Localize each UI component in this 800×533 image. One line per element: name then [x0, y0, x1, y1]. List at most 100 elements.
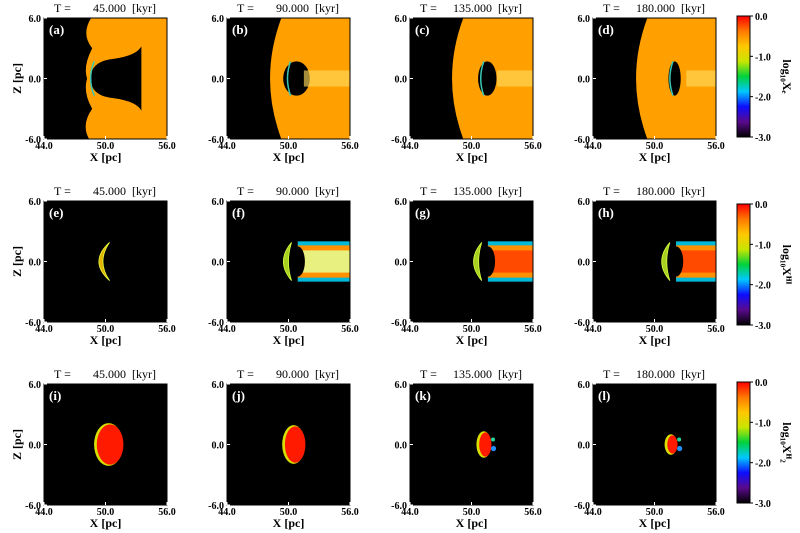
y-tick-label: -6.0	[574, 135, 590, 146]
x-axis-label: X [pc]	[639, 333, 671, 347]
hi-tail-core	[490, 250, 533, 273]
x-tick-label: 44.0	[584, 324, 602, 335]
neutral-globule	[668, 61, 681, 96]
time-unit: [kyr]	[498, 367, 522, 381]
hi-core-dark	[290, 246, 305, 277]
x-axis-label: X [pc]	[273, 150, 305, 164]
time-prefix: T =	[54, 184, 71, 198]
time-unit: [kyr]	[681, 1, 705, 15]
panel-c: T = 135.000 [kyr] (c) 44.0 50.0 56.0 6.0 0.0 -6.0…	[391, 1, 542, 164]
x-tick-label: 44.0	[584, 141, 602, 152]
x-tick-label: 44.0	[35, 507, 53, 518]
y-tick-label: 0.0	[212, 441, 225, 452]
x-tick-label: 56.0	[707, 507, 725, 518]
y-tick-label: 6.0	[29, 197, 42, 208]
time-prefix: T =	[603, 367, 620, 381]
tail-plume	[303, 70, 350, 87]
time-prefix: T =	[420, 367, 437, 381]
time-value: 90.000	[276, 1, 309, 15]
x-tick-label: 56.0	[341, 507, 359, 518]
y-tick-label: 6.0	[578, 380, 591, 391]
time-value: 135.000	[453, 367, 492, 381]
y-tick-label: 6.0	[29, 380, 42, 391]
colorbar-tick-label: -2.0	[755, 281, 771, 292]
colorbar-tick-label: 0.0	[755, 378, 768, 389]
y-tick-label: 6.0	[212, 197, 225, 208]
panel-k: T = 135.000 [kyr] (k) 44.0 50.0 56.0 6.0 0.0 -6.0…	[391, 367, 542, 530]
h2-fragment	[677, 445, 683, 452]
x-tick-label: 56.0	[524, 141, 542, 152]
colorbar	[736, 203, 751, 326]
time-prefix: T =	[54, 1, 71, 15]
panel-a: T = 45.000 [kyr] (a) 44.0 50.0 56.0 6.0 0.0 -6.0 X…	[10, 1, 176, 164]
y-tick-label: 6.0	[212, 380, 225, 391]
y-axis-label: Z [pc]	[10, 246, 24, 277]
hi-shell	[98, 242, 110, 281]
x-tick-label: 44.0	[35, 141, 53, 152]
time-value: 90.000	[276, 184, 309, 198]
time-unit: [kyr]	[498, 184, 522, 198]
y-axis-label: Z [pc]	[10, 63, 24, 94]
panel-label: (a)	[49, 22, 64, 37]
ionization-front	[479, 61, 485, 96]
x-tick-label: 44.0	[218, 324, 236, 335]
x-tick-label: 44.0	[401, 324, 419, 335]
time-unit: [kyr]	[132, 1, 156, 15]
x-tick-label: 50.0	[463, 141, 481, 152]
time-value: 45.000	[93, 367, 126, 381]
hi-shell	[282, 242, 292, 281]
panel-label: (k)	[415, 388, 431, 403]
time-value: 135.000	[453, 1, 492, 15]
y-tick-label: -6.0	[25, 135, 41, 146]
h2-globule	[284, 426, 306, 463]
colorbar-label: log₁₀Xᴴ₂	[780, 422, 794, 463]
y-tick-label: 0.0	[578, 258, 591, 269]
x-tick-label: 56.0	[524, 507, 542, 518]
y-tick-label: 0.0	[578, 441, 591, 452]
panel-h: T = 180.000 [kyr] (h) 44.0 50.0 56.0 6.0 0.0 -6.0…	[574, 184, 725, 347]
x-tick-label: 44.0	[584, 507, 602, 518]
time-value: 45.000	[93, 184, 126, 198]
h2-fragment	[677, 437, 682, 442]
panel-j: T = 90.000 [kyr] (j) 44.0 50.0 56.0 6.0 0.0 -6.0 X…	[208, 367, 359, 530]
time-prefix: T =	[603, 184, 620, 198]
hi-core-dark	[480, 246, 496, 277]
y-tick-label: 0.0	[395, 258, 408, 269]
hi-shell	[473, 242, 483, 281]
hi-core-dark	[668, 246, 684, 277]
colorbar-row-1: 0.0 -1.0 -2.0 -3.0 log₁₀Xᴴᴵ	[736, 200, 794, 332]
colorbar-tick-label: -2.0	[755, 459, 771, 470]
colorbar-tick-label: -1.0	[755, 418, 771, 429]
x-axis-label: X [pc]	[90, 333, 122, 347]
ionization-front	[89, 61, 95, 96]
hi-tail-core	[679, 250, 716, 273]
panel-label: (e)	[49, 205, 63, 220]
colorbar-tick-label: 0.0	[755, 200, 768, 211]
y-tick-label: -6.0	[208, 318, 224, 329]
x-tick-label: 50.0	[97, 324, 115, 335]
x-tick-label: 50.0	[280, 324, 298, 335]
time-unit: [kyr]	[315, 1, 339, 15]
x-tick-label: 56.0	[158, 507, 176, 518]
x-axis-label: X [pc]	[273, 516, 305, 530]
y-tick-label: 0.0	[212, 258, 225, 269]
x-tick-label: 44.0	[35, 324, 53, 335]
colorbar-row-2: 0.0 -1.0 -2.0 -3.0 log₁₀Xᴴ₂	[736, 378, 794, 510]
x-tick-label: 56.0	[707, 324, 725, 335]
x-axis-label: X [pc]	[639, 150, 671, 164]
panel-l: T = 180.000 [kyr] (l) 44.0 50.0 56.0 6.0 0.0 -6.0…	[574, 367, 725, 530]
time-unit: [kyr]	[315, 184, 339, 198]
y-tick-label: 6.0	[578, 14, 591, 25]
time-value: 180.000	[636, 367, 675, 381]
x-tick-label: 50.0	[646, 507, 664, 518]
y-tick-label: -6.0	[25, 318, 41, 329]
y-tick-label: 6.0	[395, 14, 408, 25]
colorbar-tick-label: -3.0	[755, 499, 771, 510]
panel-i: T = 45.000 [kyr] (i) 44.0 50.0 56.0 6.0 0.0 -6.0 X…	[10, 367, 176, 530]
y-tick-label: 6.0	[29, 14, 42, 25]
colorbar-tick-label: 0.0	[755, 12, 768, 23]
x-tick-label: 44.0	[401, 141, 419, 152]
y-tick-label: -6.0	[25, 501, 41, 512]
x-axis-label: X [pc]	[90, 516, 122, 530]
